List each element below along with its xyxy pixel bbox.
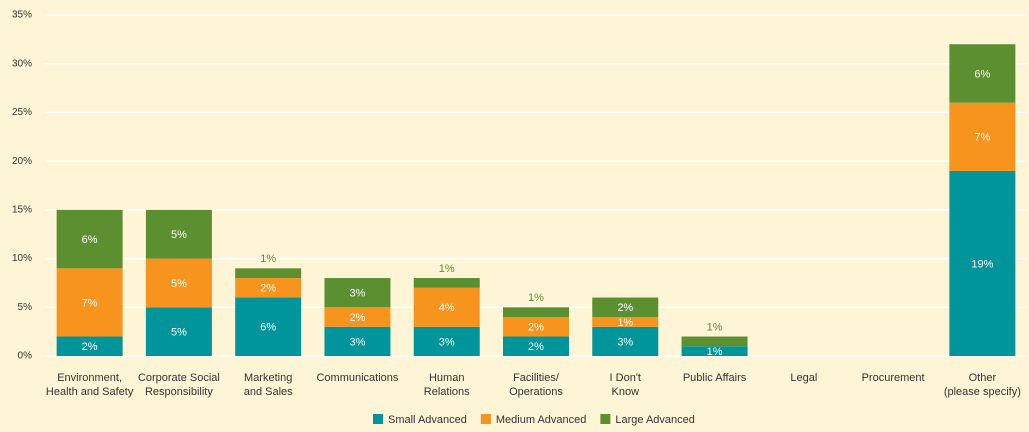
bar-segment (56, 209, 123, 269)
bar-segment (413, 326, 480, 356)
bar-segment (949, 102, 1016, 171)
data-label: 1% (528, 292, 544, 304)
data-label: 5% (171, 229, 187, 241)
data-label: 7% (974, 132, 990, 144)
x-tick-label: Communications (316, 372, 398, 384)
data-label: 1% (439, 263, 455, 275)
data-label: 3% (350, 336, 366, 348)
y-tick-label: 5% (18, 302, 33, 313)
x-tick-label: Legal (790, 372, 817, 384)
data-label: 6% (82, 234, 98, 246)
data-label: 1% (260, 253, 276, 265)
data-label: 5% (171, 278, 187, 290)
bar-segment (949, 44, 1016, 103)
y-tick-label: 10% (12, 253, 32, 264)
x-tick-label: I Don't Know (610, 372, 641, 398)
bar-segment (235, 268, 302, 279)
y-tick-label: 20% (12, 156, 32, 167)
bar-segment (145, 209, 212, 259)
bar-segment (324, 307, 391, 327)
x-tick-label: Corporate Social Responsibility (138, 372, 220, 398)
bar-segment (145, 258, 212, 308)
data-label: 3% (439, 336, 455, 348)
data-label: 5% (171, 327, 187, 339)
data-label: 3% (617, 336, 633, 348)
data-label: 2% (82, 341, 98, 353)
x-tick-label: Public Affairs (683, 372, 747, 384)
bar-segment (413, 278, 480, 288)
legend-swatch (480, 414, 491, 424)
data-label: 6% (260, 322, 276, 334)
bar-segment (56, 336, 123, 356)
data-label: 1% (707, 346, 723, 358)
data-label: 2% (617, 302, 633, 314)
bar-segment (56, 268, 123, 337)
x-tick-label: Marketing and Sales (244, 372, 293, 398)
data-label: 2% (528, 322, 544, 334)
legend-label: Small Advanced (388, 414, 467, 426)
x-tick-label: Facilities/Operations (509, 372, 563, 398)
bar-segment (324, 326, 391, 356)
data-label: 7% (82, 297, 98, 309)
y-tick-label: 15% (12, 204, 32, 215)
legend-swatch (600, 414, 611, 424)
data-label: 1% (707, 321, 723, 333)
bar-segment (681, 336, 748, 347)
x-tick-label: Human Relations (424, 372, 470, 398)
legend-label: Large Advanced (615, 414, 695, 426)
data-label: 2% (350, 312, 366, 324)
bar-segment (324, 278, 391, 308)
bar-segment (503, 317, 569, 337)
legend-label: Medium Advanced (496, 414, 587, 426)
bar-segment (235, 278, 302, 298)
data-label: 4% (439, 302, 455, 314)
data-label: 2% (528, 341, 544, 353)
bar-segment (503, 307, 569, 318)
legend-swatch (373, 414, 383, 424)
x-tick-label: Other (please specify) (944, 372, 1021, 398)
bar-segment (592, 326, 659, 356)
data-label: 1% (617, 317, 633, 329)
bar-segment (681, 346, 748, 356)
bar-segment (592, 297, 659, 318)
bar-segment (235, 297, 302, 356)
x-tick-label: Environment, Health and Safety (46, 372, 134, 398)
y-tick-label: 30% (12, 58, 32, 69)
bar-segment (413, 287, 480, 327)
bar-segment (145, 307, 212, 356)
y-tick-label: 0% (18, 351, 33, 362)
x-tick-label: Procurement (862, 372, 925, 384)
data-label: 19% (971, 258, 993, 270)
y-tick-label: 25% (12, 107, 32, 118)
bar-segment (949, 170, 1016, 356)
y-tick-label: 35% (12, 10, 32, 21)
bar-segment (503, 336, 569, 356)
bar-segment (592, 317, 659, 327)
data-label: 3% (350, 288, 366, 300)
data-label: 2% (260, 283, 276, 295)
data-label: 6% (974, 68, 990, 80)
